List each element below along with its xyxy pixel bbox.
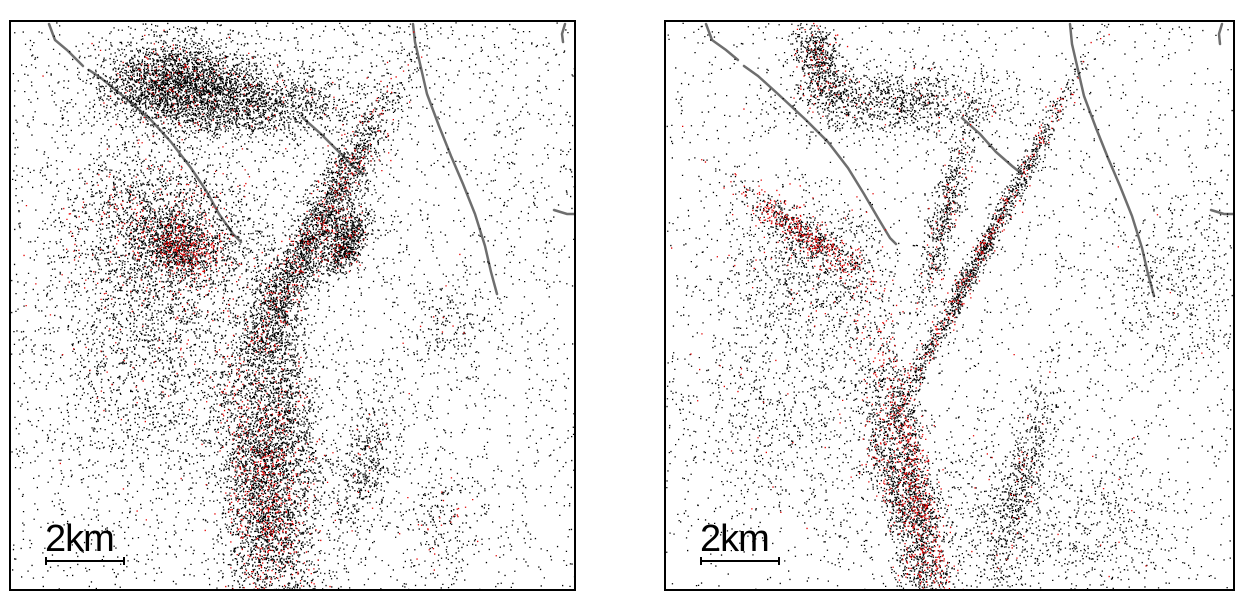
scale-bar-label: 2km — [45, 518, 115, 560]
fault-trace — [1217, 22, 1224, 46]
scale-bar-line — [45, 557, 125, 565]
event-dots-black — [666, 22, 1233, 589]
seismicity-points — [11, 22, 574, 589]
fault-lines — [704, 22, 1233, 298]
seismicity-points — [666, 22, 1233, 589]
scale-bar-line — [700, 557, 780, 565]
fault-trace — [960, 116, 1024, 176]
right-map-panel: 2km — [664, 20, 1235, 591]
scale-bar-label: 2km — [700, 518, 770, 560]
scale-bar: 2km — [45, 518, 125, 565]
fault-trace — [704, 22, 740, 62]
left-map-canvas — [11, 22, 574, 589]
fault-trace — [301, 116, 365, 176]
fault-trace — [742, 64, 898, 246]
event-dots-red — [23, 29, 497, 589]
highlighted-seismicity-points — [23, 29, 497, 589]
left-map-panel: 2km — [9, 20, 576, 591]
event-dots-black — [11, 22, 574, 589]
fault-trace — [47, 22, 85, 68]
fault-trace — [411, 22, 499, 296]
right-map-canvas — [666, 22, 1233, 589]
fault-trace — [1209, 208, 1233, 216]
scale-bar: 2km — [700, 518, 780, 565]
fault-trace — [560, 22, 567, 44]
fault-trace — [1068, 22, 1156, 298]
fault-trace — [552, 208, 574, 216]
